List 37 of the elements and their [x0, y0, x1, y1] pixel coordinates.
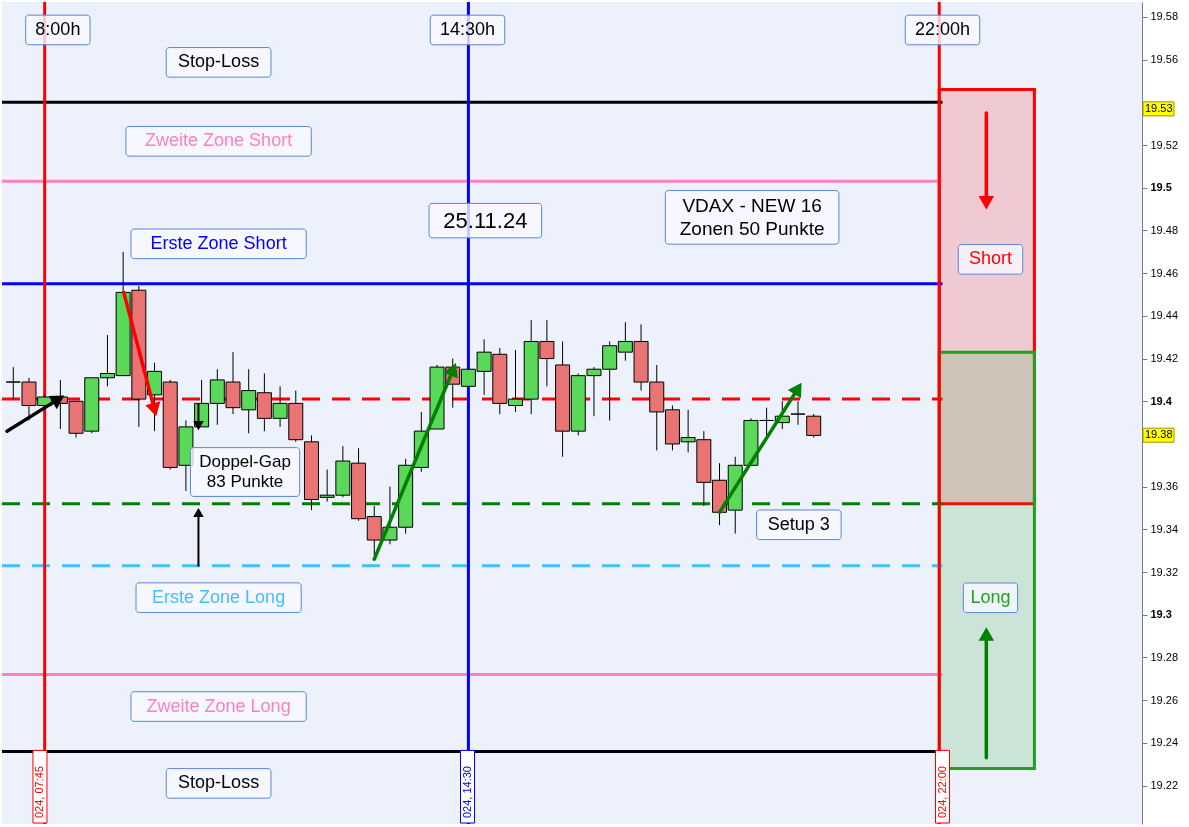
- y-tick-label: 19.4: [1150, 394, 1173, 407]
- y-tick-label: 19.5: [1150, 181, 1172, 194]
- annotation: 22:00h: [914, 19, 971, 39]
- y-tick-label: 19.3: [1150, 608, 1172, 621]
- y-tick-label: 19.58: [1150, 10, 1179, 23]
- band-label: Long: [970, 586, 1011, 607]
- ref-line-label: Stop-Loss: [178, 51, 260, 72]
- annotation: VDAX - NEW 16 Zonen 50 Punkte: [679, 194, 825, 239]
- y-tick-label: 19.52: [1150, 138, 1179, 151]
- ref-line-label: Zweite Zone Short: [145, 130, 293, 151]
- text: 19.53: [1145, 101, 1173, 114]
- y-tick-label: 19.56: [1150, 53, 1179, 66]
- annotation: Setup 3: [767, 513, 830, 534]
- text: 19.38: [1145, 428, 1173, 441]
- ref-line-label: Erste Zone Short: [150, 232, 287, 253]
- y-tick-label: 19.42: [1150, 352, 1179, 365]
- ref-line-label: 024, 22:00: [935, 766, 948, 818]
- y-tick-label: 19.44: [1150, 309, 1179, 322]
- y-tick-label: 19.22: [1150, 779, 1179, 792]
- annotation: 024, 07:45: [32, 766, 45, 818]
- ref-line-label: Stop-Loss: [178, 772, 260, 793]
- ref-line-label: 024, 14:30: [460, 766, 473, 818]
- band-label: Short: [968, 248, 1013, 269]
- ref-line-label: Zweite Zone Long: [146, 695, 291, 716]
- y-tick-label: 19.36: [1150, 480, 1179, 493]
- y-tick-label: 19.48: [1150, 223, 1179, 236]
- y-tick-label: 19.28: [1150, 650, 1179, 663]
- annotation: 14:30h: [439, 19, 496, 39]
- y-tick-label: 19.46: [1150, 266, 1179, 279]
- annotation: 25.11.24: [443, 207, 528, 233]
- ref-line-label: Erste Zone Long: [152, 586, 286, 607]
- y-tick-label: 19.34: [1150, 522, 1179, 535]
- annotation: Doppel-Gap 83 Punkte: [199, 451, 291, 492]
- y-tick-label: 19.26: [1150, 693, 1179, 706]
- y-tick-label: 19.32: [1150, 565, 1179, 578]
- annotation: 8:00h: [35, 18, 81, 39]
- y-tick-label: 19.24: [1150, 736, 1179, 749]
